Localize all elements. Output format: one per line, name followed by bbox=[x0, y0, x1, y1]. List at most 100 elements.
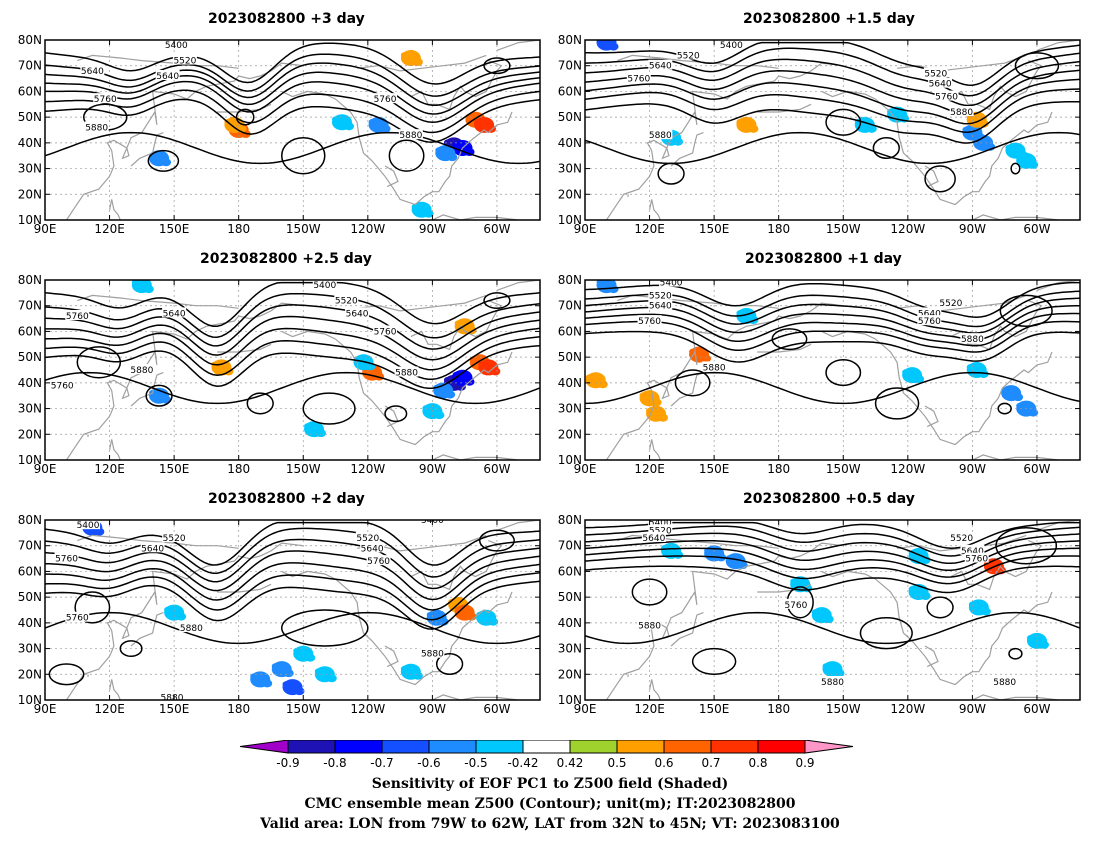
contour-label-bg bbox=[702, 361, 727, 372]
lat-tick-label: 20N bbox=[18, 427, 42, 441]
lon-tick-label: 150E bbox=[159, 222, 190, 236]
map-frame bbox=[44, 39, 541, 221]
colorbar-tick-label: 0.6 bbox=[654, 756, 673, 770]
lat-tick-label: 50N bbox=[558, 110, 582, 124]
contour-label-bg bbox=[360, 542, 385, 553]
lat-tick-label: 40N bbox=[558, 136, 582, 150]
sensitivity-shade bbox=[968, 601, 977, 608]
contour-label-bg bbox=[938, 297, 963, 308]
contour-label-bg bbox=[917, 315, 942, 326]
lat-tick-label: 60N bbox=[18, 324, 42, 338]
contour-label: 5520 bbox=[950, 534, 973, 544]
sensitivity-shade bbox=[304, 423, 313, 430]
lat-tick-label: 20N bbox=[558, 667, 582, 681]
z500-contour bbox=[45, 71, 540, 115]
sensitivity-shade bbox=[966, 364, 975, 370]
sensitivity-shade bbox=[486, 124, 497, 133]
lat-tick-label: 40N bbox=[18, 616, 42, 630]
coastline bbox=[1036, 280, 1080, 291]
lat-tick-label: 10N bbox=[558, 453, 582, 467]
contour-label-bg bbox=[155, 70, 180, 80]
colorbar-box bbox=[569, 740, 618, 754]
lon-tick-label: 90E bbox=[34, 222, 57, 236]
contour-label: 5640 bbox=[346, 309, 369, 319]
lon-tick-label: 60W bbox=[483, 462, 510, 476]
lat-tick-label: 30N bbox=[558, 402, 582, 416]
contour-label: 5640 bbox=[361, 544, 384, 554]
contour-label-bg bbox=[76, 520, 101, 530]
z500-contour bbox=[585, 547, 1080, 578]
z500-contour bbox=[45, 371, 540, 405]
z500-contour bbox=[585, 555, 1080, 585]
coastline bbox=[649, 199, 662, 220]
lat-tick-label: 60N bbox=[18, 564, 42, 578]
sensitivity-shade bbox=[422, 405, 431, 412]
coastline bbox=[897, 54, 1027, 72]
coastline bbox=[432, 454, 519, 460]
z500-contour bbox=[585, 41, 1080, 86]
coastline bbox=[432, 694, 519, 700]
colorbar-box bbox=[334, 740, 383, 754]
z500-contour bbox=[45, 580, 540, 630]
lon-tick-label: 180 bbox=[767, 462, 790, 476]
sensitivity-shade bbox=[454, 320, 463, 327]
sensitivity-shade bbox=[597, 380, 608, 389]
lon-tick-label: 150E bbox=[699, 462, 730, 476]
contour-label: 5400 bbox=[165, 41, 188, 51]
z500-contour bbox=[585, 611, 1080, 645]
sensitivity-shade bbox=[701, 354, 712, 363]
contour-label-bg bbox=[54, 552, 79, 563]
sensitivity-shade bbox=[332, 116, 340, 123]
z500-closed-contour bbox=[483, 57, 511, 75]
caption-line-3: Valid area: LON from 79W to 62W, LAT fro… bbox=[260, 816, 840, 832]
z500-contour bbox=[585, 69, 1080, 116]
z500-contour bbox=[45, 527, 540, 578]
z500-closed-contour bbox=[771, 328, 808, 351]
contour-label: 5640 bbox=[642, 534, 665, 544]
panel-title: 2023082800 +1.5 day bbox=[743, 11, 915, 27]
lon-tick-label: 180 bbox=[227, 702, 250, 716]
z500-closed-contour bbox=[631, 578, 668, 606]
sensitivity-shade bbox=[368, 118, 377, 125]
sensitivity-shade bbox=[978, 119, 989, 128]
contour-label-bg bbox=[928, 77, 953, 88]
lat-tick-label: 60N bbox=[18, 84, 42, 98]
colorbar-tick-label: 0.7 bbox=[701, 756, 720, 770]
lat-tick-label: 30N bbox=[18, 642, 42, 656]
contour-label: 5760 bbox=[66, 312, 89, 322]
coastline bbox=[950, 60, 1043, 111]
contour-label-bg bbox=[923, 67, 948, 78]
lon-tick-label: 90E bbox=[574, 702, 597, 716]
z500-closed-contour bbox=[147, 149, 180, 172]
coastline bbox=[384, 405, 399, 428]
z500-contour bbox=[45, 80, 540, 123]
coastline bbox=[130, 612, 164, 647]
sensitivity-shade bbox=[316, 429, 327, 438]
sensitivity-shade bbox=[962, 126, 971, 133]
coastline bbox=[924, 645, 939, 668]
contour-label-bg bbox=[960, 544, 985, 555]
sensitivity-shade bbox=[434, 411, 445, 420]
z500-contour bbox=[585, 371, 1080, 405]
lon-tick-label: 120E bbox=[94, 462, 125, 476]
sensitivity-shade bbox=[344, 122, 354, 131]
lon-tick-label: 120W bbox=[350, 462, 385, 476]
contour-label-bg bbox=[783, 598, 808, 609]
coastline bbox=[821, 330, 1053, 446]
sensitivity-shade bbox=[1013, 393, 1024, 402]
contour-label: 5760 bbox=[94, 95, 117, 105]
coastline bbox=[496, 40, 540, 51]
z500-closed-contour bbox=[119, 640, 143, 658]
sensitivity-shade bbox=[380, 124, 391, 133]
contour-label-bg bbox=[637, 619, 662, 630]
contour-label: 5640 bbox=[156, 72, 179, 82]
sensitivity-shade bbox=[736, 310, 745, 316]
sensitivity-shade bbox=[411, 203, 420, 210]
contour-label: 5400 bbox=[660, 279, 683, 289]
map-frame bbox=[44, 519, 541, 701]
contour-label-bg bbox=[964, 552, 989, 563]
sensitivity-shade bbox=[490, 367, 501, 376]
lon-tick-label: 150E bbox=[699, 222, 730, 236]
z500-closed-contour bbox=[483, 292, 511, 310]
map-frame bbox=[584, 519, 1081, 701]
